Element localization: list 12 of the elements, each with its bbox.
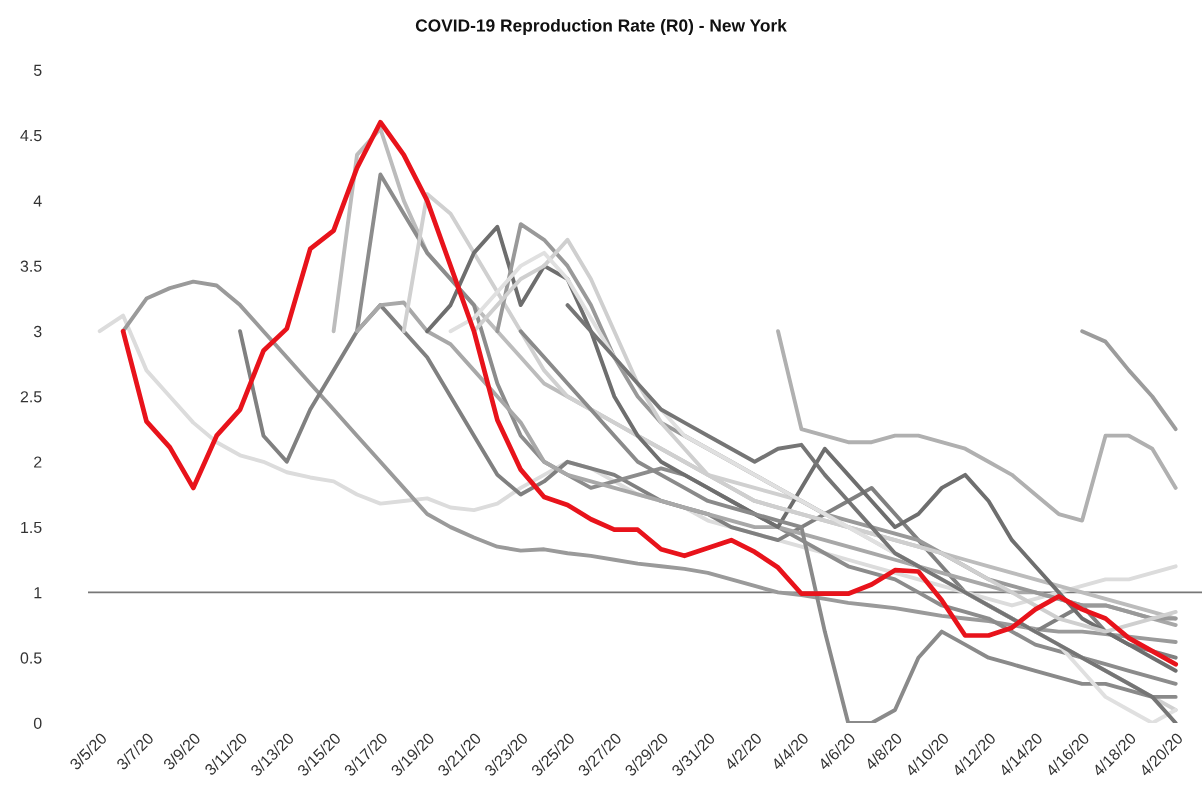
y-tick-label: 0: [33, 717, 42, 729]
y-tick-label: 2.5: [20, 391, 42, 403]
chart-title: COVID-19 Reproduction Rate (R0) - New York: [415, 18, 787, 36]
y-tick-label: 3: [33, 325, 42, 338]
y-tick-label: 2: [34, 456, 42, 468]
y-tick-label: 4: [33, 195, 42, 207]
y-tick-label: 1: [34, 587, 42, 599]
y-tick-label: 0.5: [20, 652, 42, 664]
y-tick-label: 3.5: [20, 260, 42, 272]
y-tick-label: 4.5: [20, 130, 42, 142]
y-tick-label: 1.5: [21, 521, 42, 534]
y-tick-label: 5: [33, 64, 42, 76]
